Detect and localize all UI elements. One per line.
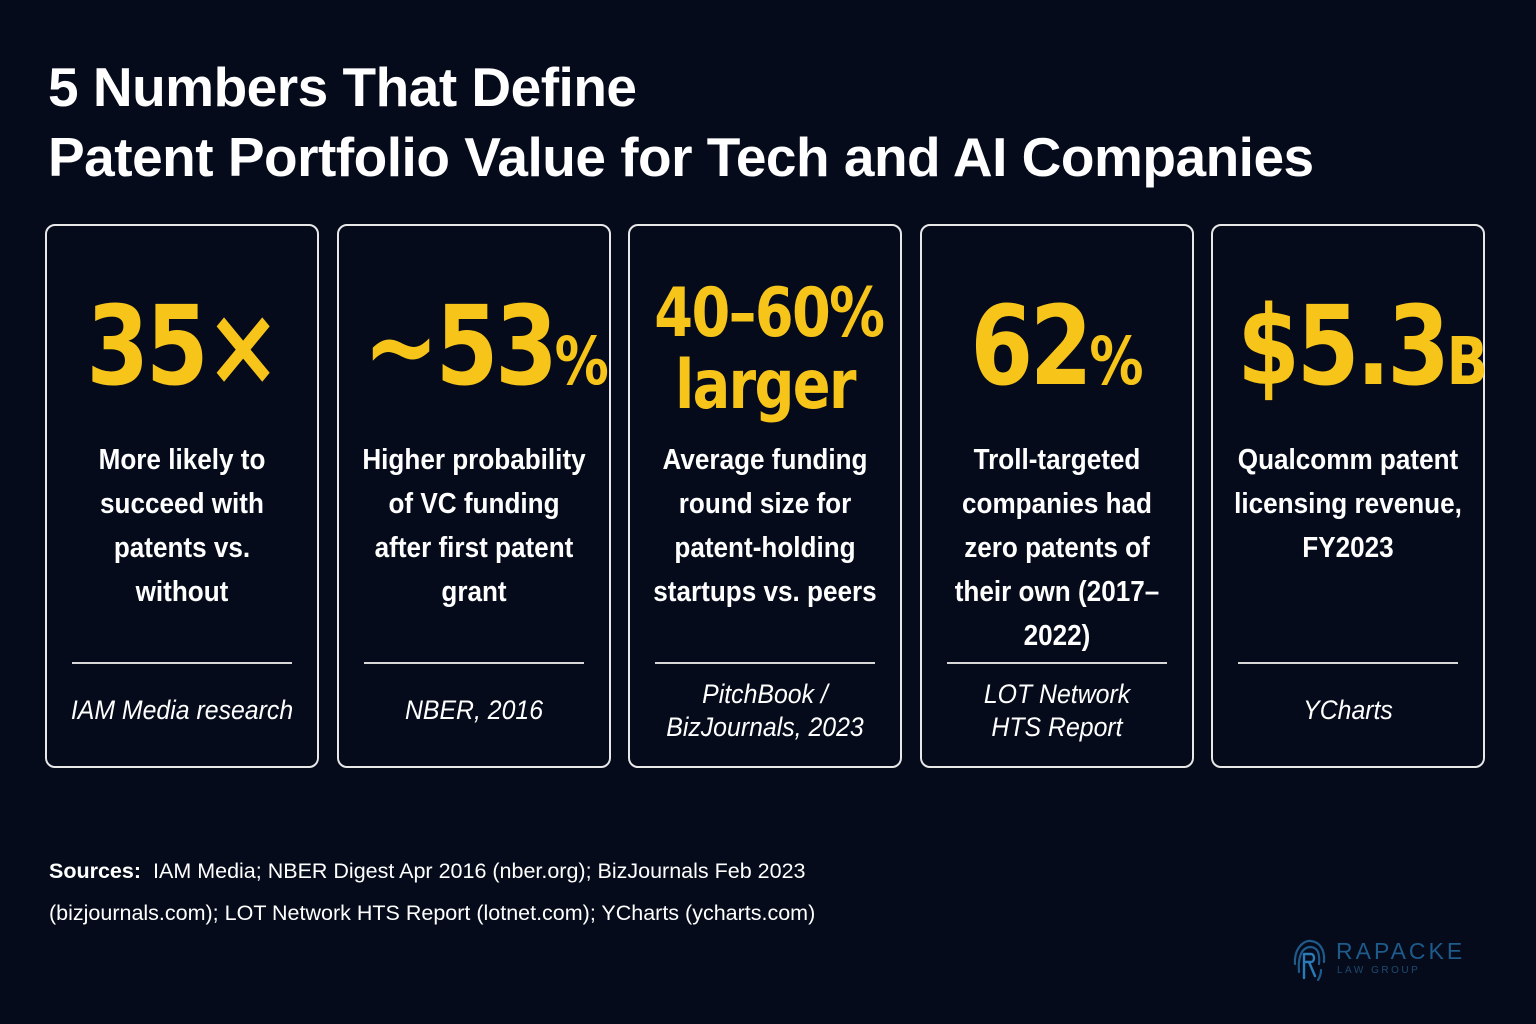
sources-label: Sources:: [49, 859, 142, 883]
stat-value-unit: %: [1089, 323, 1144, 400]
stat-source-line-2: BizJournals, 2023: [666, 712, 864, 742]
stat-source-line-1: PitchBook /: [702, 679, 828, 709]
card-divider: [1238, 662, 1458, 664]
stat-value: 35×: [86, 282, 281, 410]
stat-value: 62%: [946, 276, 1167, 432]
stat-card-lot-network: 62% Troll-targeted companies had zero pa…: [920, 224, 1194, 768]
title-block: 5 Numbers That Define Patent Portfolio V…: [48, 52, 1498, 192]
stat-source: YCharts: [1303, 695, 1393, 725]
card-divider: [364, 662, 584, 664]
stat-value-line-1: 40–60%: [654, 274, 885, 353]
stat-value: $5.3B: [1237, 276, 1488, 432]
stat-value: ~53%: [363, 276, 609, 432]
stat-description: More likely to succeed with patents vs. …: [98, 444, 266, 608]
logo-name: RAPACKE: [1336, 938, 1466, 964]
stat-value: 40–60% larger: [654, 274, 885, 425]
stat-description: Qualcomm patent licensing revenue, FY202…: [1234, 444, 1462, 564]
sources-text: IAM Media; NBER Digest Apr 2016 (nber.or…: [49, 859, 816, 925]
stat-source: LOT Network HTS Report: [936, 678, 1177, 744]
stat-source: IAM Media research: [70, 695, 294, 725]
sources-footnote: Sources: IAM Media; NBER Digest Apr 2016…: [49, 850, 889, 934]
logo-subtitle: LAW GROUP: [1337, 965, 1421, 976]
stat-card-iam: 35× More likely to succeed with patents …: [45, 224, 319, 768]
stat-value-unit: %: [554, 323, 609, 400]
page-title-line-1: 5 Numbers That Define: [48, 56, 637, 118]
card-divider: [947, 662, 1167, 664]
stat-source: NBER, 2016: [404, 695, 544, 725]
stat-cards: 35× More likely to succeed with patents …: [45, 224, 1491, 772]
stat-value-unit: B: [1446, 323, 1488, 400]
page-title-line-2: Patent Portfolio Value for Tech and AI C…: [48, 126, 1314, 188]
stat-description: Troll-targeted companies had zero patent…: [954, 444, 1160, 652]
stat-value-main: $5.3: [1237, 282, 1450, 410]
stat-source-line-2: HTS Report: [991, 712, 1123, 742]
fingerprint-r-icon: [1293, 939, 1326, 982]
company-logo: RAPACKE LAW GROUP: [1290, 934, 1490, 984]
stat-card-ycharts: $5.3B Qualcomm patent licensing revenue,…: [1211, 224, 1488, 768]
stat-description: Higher probability of VC funding after f…: [362, 444, 586, 608]
stat-source: PitchBook / BizJournals, 2023: [644, 678, 885, 744]
stat-card-pitchbook: 40–60% larger Average funding round size…: [628, 224, 902, 768]
stat-source-line-1: LOT Network: [983, 679, 1131, 709]
stat-card-nber: ~53% Higher probability of VC funding af…: [337, 224, 611, 768]
stat-description: Average funding round size for patent-ho…: [653, 444, 877, 608]
stat-value-main: 62: [970, 282, 1092, 410]
card-divider: [655, 662, 875, 664]
stat-value-main: ~53: [363, 282, 558, 410]
card-divider: [72, 662, 292, 664]
stat-value-line-2: larger: [675, 346, 856, 425]
